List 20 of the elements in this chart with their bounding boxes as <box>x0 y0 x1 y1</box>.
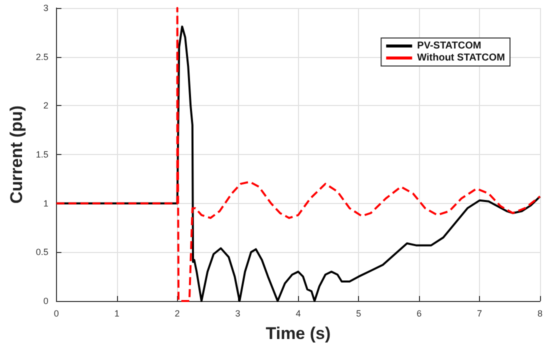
y-tick-label: 1.5 <box>36 150 48 160</box>
x-tick-label: 7 <box>477 308 482 318</box>
x-tick-label: 2 <box>174 308 180 318</box>
x-tick-label: 5 <box>356 308 362 318</box>
x-tick-label: 1 <box>114 308 120 318</box>
x-tick-label: 0 <box>54 308 59 318</box>
y-tick-label: 2 <box>43 100 48 111</box>
x-axis-title: Time (s) <box>266 324 331 343</box>
y-tick-label: 3 <box>43 3 48 13</box>
y-tick-label: 1 <box>43 198 48 208</box>
x-tick-label: 6 <box>416 308 422 318</box>
legend-label: Without STATCOM <box>417 52 506 64</box>
y-tick-label: 0 <box>43 296 48 306</box>
x-tick-label: 8 <box>537 308 543 318</box>
y-tick-label: 2.5 <box>36 52 48 62</box>
x-tick-label: 3 <box>235 308 240 318</box>
x-tick-label: 4 <box>296 308 301 318</box>
y-axis-title: Current (pu) <box>7 105 26 204</box>
legend-label: PV-STATCOM <box>417 40 482 52</box>
y-tick-label: 0.5 <box>36 247 48 258</box>
